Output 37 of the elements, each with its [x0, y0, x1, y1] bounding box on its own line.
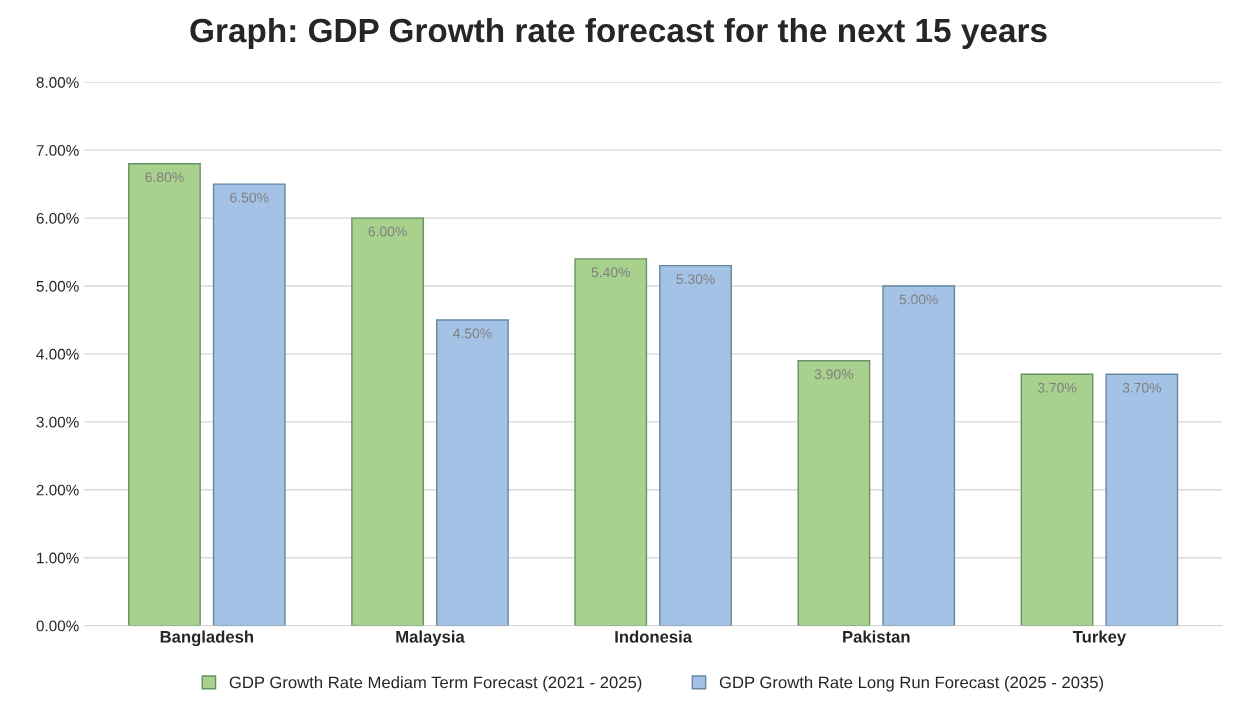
x-tick-label: Pakistan	[843, 630, 910, 643]
data-label: 3.90%	[814, 369, 854, 380]
data-label: 5.30%	[676, 274, 715, 284]
y-tick-label: 4.00%	[36, 348, 79, 360]
x-tick-label: Malaysia	[396, 630, 465, 647]
bar	[435, 319, 509, 626]
y-tick-label: 5.00%	[36, 280, 79, 292]
bar	[574, 258, 648, 626]
data-label: 5.40%	[591, 267, 630, 278]
y-tick-label: 2.00%	[36, 484, 79, 496]
y-tick-label: 8.00%	[36, 77, 79, 88]
data-label: 5.00%	[899, 294, 938, 305]
bar	[1105, 373, 1179, 626]
bar	[351, 217, 424, 626]
x-tick-label: Indonesia	[615, 630, 693, 643]
data-label: 4.50%	[453, 328, 492, 339]
y-tick-label: 6.00%	[36, 212, 79, 224]
y-tick-label: 0.00%	[36, 620, 79, 632]
bar	[882, 285, 956, 626]
x-tick-label: Bangladesh	[160, 630, 254, 647]
chart-title: Graph: GDP Growth rate forecast for the next 15 years	[190, 17, 1047, 49]
bar	[797, 360, 871, 626]
y-tick-label: 1.00%	[37, 552, 79, 564]
data-label: 6.50%	[230, 192, 269, 203]
data-label: 6.80%	[145, 172, 184, 183]
data-label: 3.70%	[1122, 382, 1162, 393]
bar	[128, 163, 201, 626]
x-tick-label: Turkey	[1072, 630, 1127, 647]
bar	[659, 264, 732, 626]
y-tick-label: 7.00%	[36, 145, 79, 156]
y-tick-label: 3.00%	[36, 416, 79, 428]
bar	[1020, 373, 1094, 626]
legend-label: GDP Growth Rate Mediam Term Forecast (2021 - 2025)	[229, 676, 642, 692]
data-label: 3.70%	[1037, 382, 1077, 393]
legend-label: GDP Growth Rate Long Run Forecast (2025 - 2035)	[719, 676, 1104, 692]
data-label: 6.00%	[368, 226, 407, 237]
bar	[212, 183, 286, 626]
